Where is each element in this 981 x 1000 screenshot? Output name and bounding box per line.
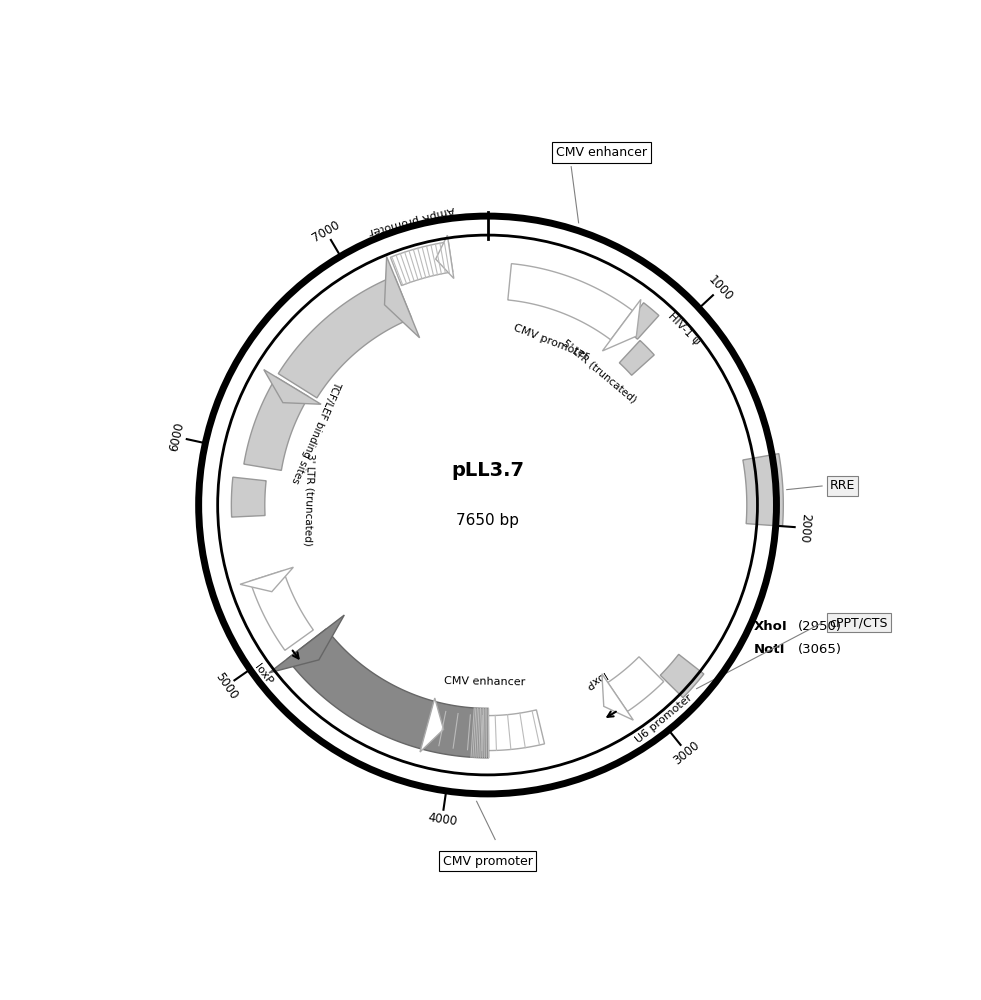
Text: 2000: 2000 — [797, 513, 812, 543]
Text: 7650 bp: 7650 bp — [456, 513, 519, 528]
Polygon shape — [743, 454, 783, 526]
Polygon shape — [250, 570, 313, 650]
Polygon shape — [660, 654, 703, 698]
Polygon shape — [287, 629, 489, 758]
Polygon shape — [269, 615, 344, 673]
Text: 7000: 7000 — [310, 218, 342, 245]
Text: 3' LTR (truncated): 3' LTR (truncated) — [302, 453, 316, 546]
Text: U6 promoter: U6 promoter — [634, 693, 695, 745]
Text: WPRE: WPRE — [267, 591, 294, 627]
Polygon shape — [232, 477, 266, 517]
Text: (2950): (2950) — [798, 620, 842, 633]
Polygon shape — [436, 235, 454, 279]
Text: 5' LTR (truncated): 5' LTR (truncated) — [561, 337, 639, 404]
Text: AmpR promoter: AmpR promoter — [368, 204, 455, 236]
Polygon shape — [264, 370, 321, 404]
Text: XhoI: XhoI — [753, 620, 788, 633]
Polygon shape — [240, 567, 293, 592]
Text: RRE: RRE — [830, 479, 855, 492]
Text: ori: ori — [265, 416, 283, 436]
Text: 5000: 5000 — [213, 670, 240, 702]
Polygon shape — [385, 257, 420, 338]
Text: 3000: 3000 — [671, 738, 702, 767]
Polygon shape — [619, 341, 654, 375]
Polygon shape — [423, 708, 544, 751]
Text: 4000: 4000 — [427, 811, 457, 828]
Polygon shape — [244, 377, 309, 470]
Polygon shape — [420, 698, 443, 752]
Text: 6000: 6000 — [168, 421, 186, 453]
Text: cPPT/CTS: cPPT/CTS — [830, 616, 888, 629]
Text: CMV promoter: CMV promoter — [442, 855, 533, 868]
Polygon shape — [608, 657, 664, 711]
Text: (3065): (3065) — [798, 643, 842, 656]
Text: 1000: 1000 — [705, 273, 735, 304]
Polygon shape — [602, 674, 634, 720]
Polygon shape — [602, 299, 641, 351]
Text: CMV enhancer: CMV enhancer — [444, 676, 526, 687]
Polygon shape — [390, 242, 453, 286]
Text: CMV enhancer: CMV enhancer — [556, 146, 647, 159]
Text: EGFP: EGFP — [369, 696, 405, 723]
Text: TCF/LEF binding sites: TCF/LEF binding sites — [290, 379, 342, 485]
Text: AmpR: AmpR — [325, 316, 362, 350]
Text: NotI: NotI — [753, 643, 785, 656]
Polygon shape — [279, 276, 412, 398]
Text: HIV-1 ψ: HIV-1 ψ — [666, 311, 701, 347]
Polygon shape — [624, 303, 659, 339]
Text: loxP: loxP — [252, 662, 274, 687]
Text: loxP: loxP — [583, 670, 607, 690]
Text: CMV promoter: CMV promoter — [511, 323, 590, 361]
Text: pLL3.7: pLL3.7 — [451, 461, 524, 480]
Polygon shape — [508, 264, 633, 340]
